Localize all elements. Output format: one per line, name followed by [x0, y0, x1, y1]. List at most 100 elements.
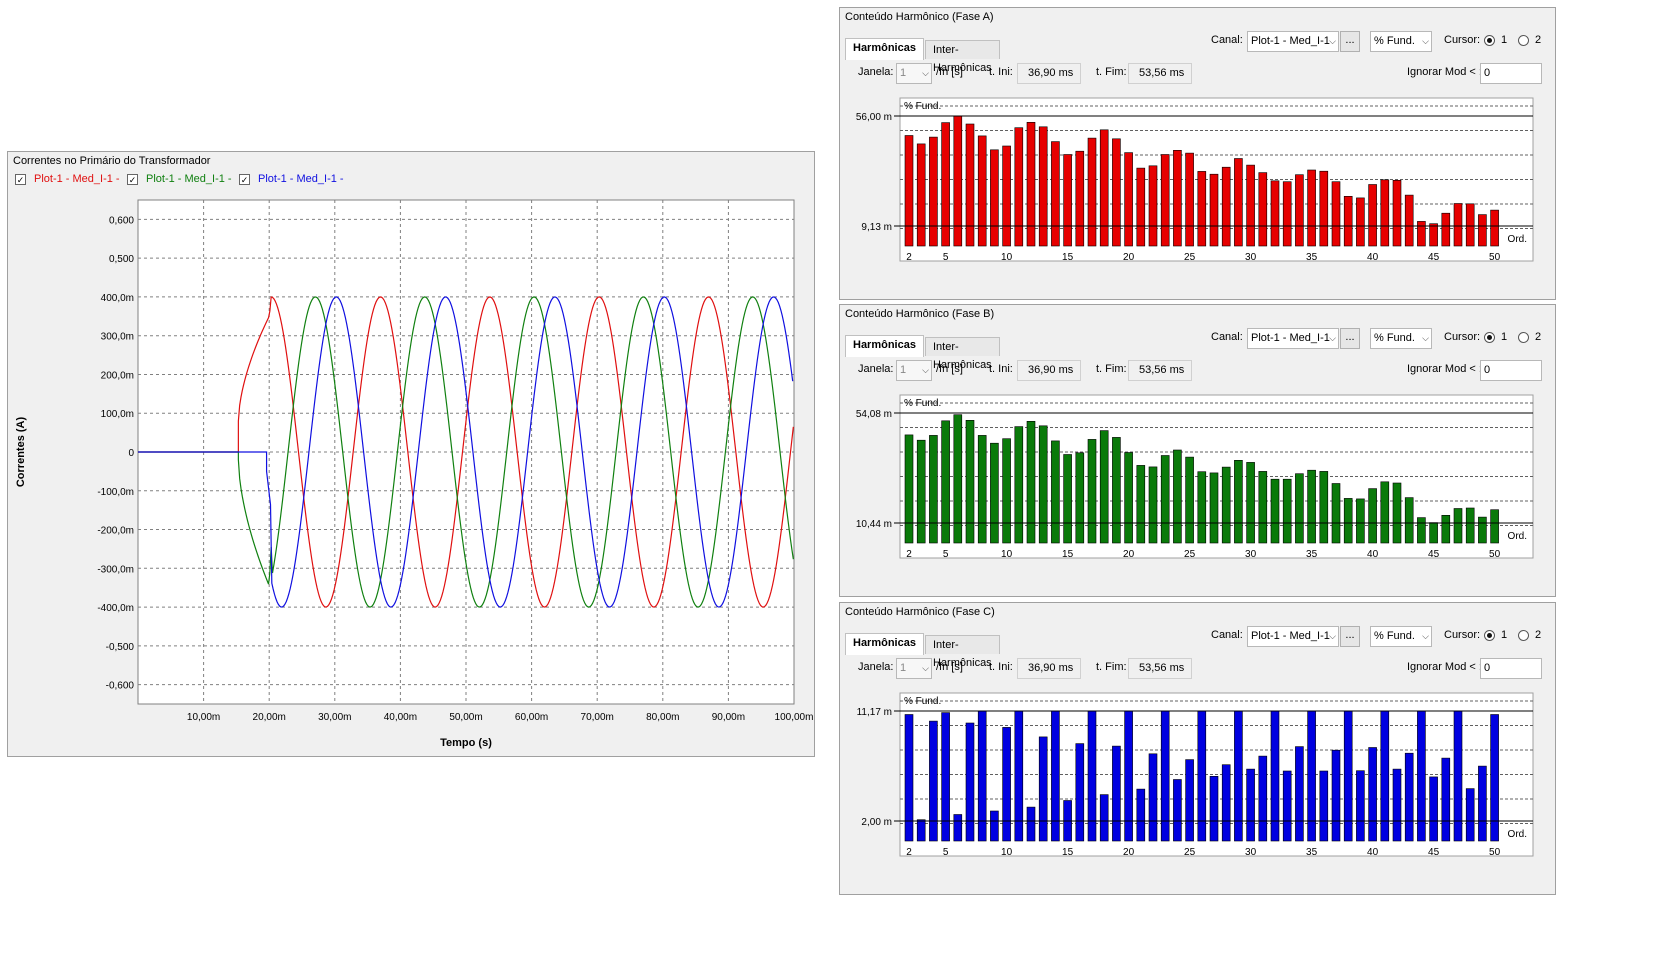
y-tick-label: -300,0m	[97, 564, 134, 575]
x-tick-label: 2	[906, 847, 912, 858]
ignorar-input[interactable]: 0	[1480, 63, 1542, 84]
harmonic-axis: % Fund.54,08 m10,44 m2 5 10 15 20 25 30 35 40 45 5…	[856, 398, 1533, 560]
cursor-1-radio[interactable]	[1484, 332, 1495, 343]
x-tick-label: 100,00m	[775, 712, 814, 723]
harmonic-bar	[1368, 488, 1377, 544]
x-tick-label: 20	[1123, 549, 1135, 560]
tini-label: t. Ini:	[989, 661, 1013, 673]
canal-select-value: Plot-1 - Med_I-1	[1251, 332, 1330, 344]
y-tick-label: 0	[128, 448, 134, 459]
waveform-chart[interactable]: 0,600 0,500 400,0m 300,0m 200,0m 100,0m 0 -100,…	[8, 152, 816, 758]
tab-inter-harmonicas[interactable]: Inter-Harmônicas	[925, 337, 1000, 371]
harmonic-bar	[1014, 127, 1024, 247]
harmonic-bar	[1209, 776, 1219, 842]
legend-label-2: Plot-1 - Med_I-1 - Fa	[146, 173, 234, 185]
ignorar-input[interactable]: 0	[1480, 658, 1542, 679]
tfim-field[interactable]: 53,56 ms	[1128, 658, 1192, 679]
mode-select[interactable]: % Fund. ⌵	[1370, 626, 1432, 647]
canal-label: Canal:	[1211, 629, 1243, 641]
tfim-field[interactable]: 53,56 ms	[1128, 360, 1192, 381]
harmonic-bar	[1148, 165, 1158, 247]
legend-checkbox-1[interactable]: ✓	[15, 174, 26, 185]
tab-inter-harmonicas[interactable]: Inter-Harmônicas	[925, 40, 1000, 74]
cursor-1-label: 1	[1501, 331, 1508, 343]
harmonic-bar	[1038, 425, 1048, 544]
x-axis-label: Tempo (s)	[440, 737, 492, 749]
harmonic-bar	[1209, 472, 1219, 544]
tab-harmonicas[interactable]: Harmônicas	[845, 633, 924, 655]
mode-select[interactable]: % Fund. ⌵	[1370, 31, 1432, 52]
tini-field[interactable]: 36,90 ms	[1017, 360, 1081, 381]
legend-checkbox-2[interactable]: ✓	[127, 174, 138, 185]
cursor-2-radio[interactable]	[1518, 630, 1529, 641]
tfim-label: t. Fim:	[1096, 363, 1127, 375]
chevron-down-icon: ⌵	[922, 68, 929, 78]
canal-select[interactable]: Plot-1 - Med_I-1 ⌵	[1247, 328, 1339, 349]
harmonic-bar	[1429, 223, 1438, 247]
harmonic-bar	[1404, 752, 1414, 842]
harmonic-bar	[1368, 747, 1377, 842]
janela-select[interactable]: 1 ⌵	[896, 360, 932, 381]
janela-select[interactable]: 1 ⌵	[896, 658, 932, 679]
mode-select[interactable]: % Fund. ⌵	[1370, 328, 1432, 349]
harmonic-bar	[977, 135, 987, 247]
tini-field[interactable]: 36,90 ms	[1017, 658, 1081, 679]
harmonic-bar	[1429, 522, 1438, 544]
tab-inter-harmonicas[interactable]: Inter-Harmônicas	[925, 635, 1000, 669]
harmonic-bar	[1026, 806, 1036, 842]
harmonic-panel-title: Conteúdo Harmônico (Fase B)	[845, 308, 995, 320]
harmonic-bar	[1478, 214, 1487, 247]
harmonic-bar	[1051, 141, 1060, 247]
harmonic-bars	[904, 414, 1499, 544]
legend-label-1: Plot-1 - Med_I-1 - Fa	[34, 173, 122, 185]
harmonic-bar	[1331, 181, 1341, 247]
tab-harmonicas[interactable]: Harmônicas	[845, 335, 924, 357]
legend-checkbox-3[interactable]: ✓	[239, 174, 250, 185]
canal-more-button[interactable]: ...	[1340, 328, 1360, 349]
chevron-down-icon: ⌵	[1329, 36, 1336, 46]
harmonic-bar	[1392, 768, 1402, 842]
harmonic-bar	[1417, 221, 1426, 247]
harmonic-bar	[1185, 759, 1194, 842]
cursor-1-radio[interactable]	[1484, 630, 1495, 641]
cursor-2-radio[interactable]	[1518, 332, 1529, 343]
x-tick-label: 10	[1001, 549, 1013, 560]
janela-select[interactable]: 1 ⌵	[896, 63, 932, 84]
harmonic-bar	[1331, 483, 1341, 544]
x-tick-label: 35	[1306, 549, 1318, 560]
canal-more-button[interactable]: ...	[1340, 626, 1360, 647]
ymin-label: 2,00 m	[861, 817, 892, 828]
harmonic-bars	[904, 710, 1499, 842]
x-tick-label: 5	[943, 847, 949, 858]
harmonic-bar	[1258, 172, 1268, 247]
ymax-label: 11,17 m	[857, 707, 892, 718]
harmonic-chart[interactable]: % Fund.56,00 m9,13 m2 5 10 15 20 25 30 35 40 45 50…	[840, 8, 1557, 301]
canal-select[interactable]: Plot-1 - Med_I-1 ⌵	[1247, 31, 1339, 52]
cursor-1-radio[interactable]	[1484, 35, 1495, 46]
harmonic-bar	[1234, 460, 1243, 544]
ignorar-input[interactable]: 0	[1480, 360, 1542, 381]
canal-more-button[interactable]: ...	[1340, 31, 1360, 52]
x-tick-label: 10	[1001, 252, 1013, 263]
harmonic-bar	[1282, 478, 1292, 544]
tini-field[interactable]: 36,90 ms	[1017, 63, 1081, 84]
tfim-field[interactable]: 53,56 ms	[1128, 63, 1192, 84]
harmonic-bar	[1465, 203, 1475, 247]
x-tick-label: 5	[943, 252, 949, 263]
chevron-down-icon: ⌵	[1422, 333, 1429, 343]
x-tick-label: 80,00m	[646, 712, 679, 723]
canal-select[interactable]: Plot-1 - Med_I-1 ⌵	[1247, 626, 1339, 647]
tab-harmonicas[interactable]: Harmônicas	[845, 38, 924, 60]
x-tick-label: 40	[1367, 549, 1379, 560]
canal-select-value: Plot-1 - Med_I-1	[1251, 35, 1330, 47]
mode-select-value: % Fund.	[1374, 630, 1415, 642]
harmonic-bar	[1185, 456, 1194, 544]
harmonic-chart[interactable]: % Fund.11,17 m2,00 m2 5 10 15 20 25 30 35 40 45 50…	[840, 603, 1557, 896]
cursor-2-radio[interactable]	[1518, 35, 1529, 46]
harmonic-bar	[1185, 152, 1194, 247]
unit-label: % Fund.	[904, 101, 941, 112]
harmonic-chart[interactable]: % Fund.54,08 m10,44 m2 5 10 15 20 25 30 35 40 45 5…	[840, 305, 1557, 598]
harmonic-bar	[916, 819, 926, 842]
x-tick-label: 45	[1428, 549, 1440, 560]
x-tick-label: 15	[1062, 549, 1074, 560]
